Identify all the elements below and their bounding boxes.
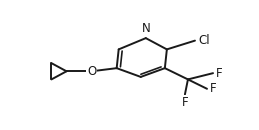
Text: F: F bbox=[215, 67, 222, 80]
Text: N: N bbox=[141, 22, 150, 35]
Text: F: F bbox=[182, 96, 188, 109]
Text: Cl: Cl bbox=[198, 34, 210, 47]
Text: O: O bbox=[87, 65, 96, 78]
Text: F: F bbox=[210, 82, 216, 95]
